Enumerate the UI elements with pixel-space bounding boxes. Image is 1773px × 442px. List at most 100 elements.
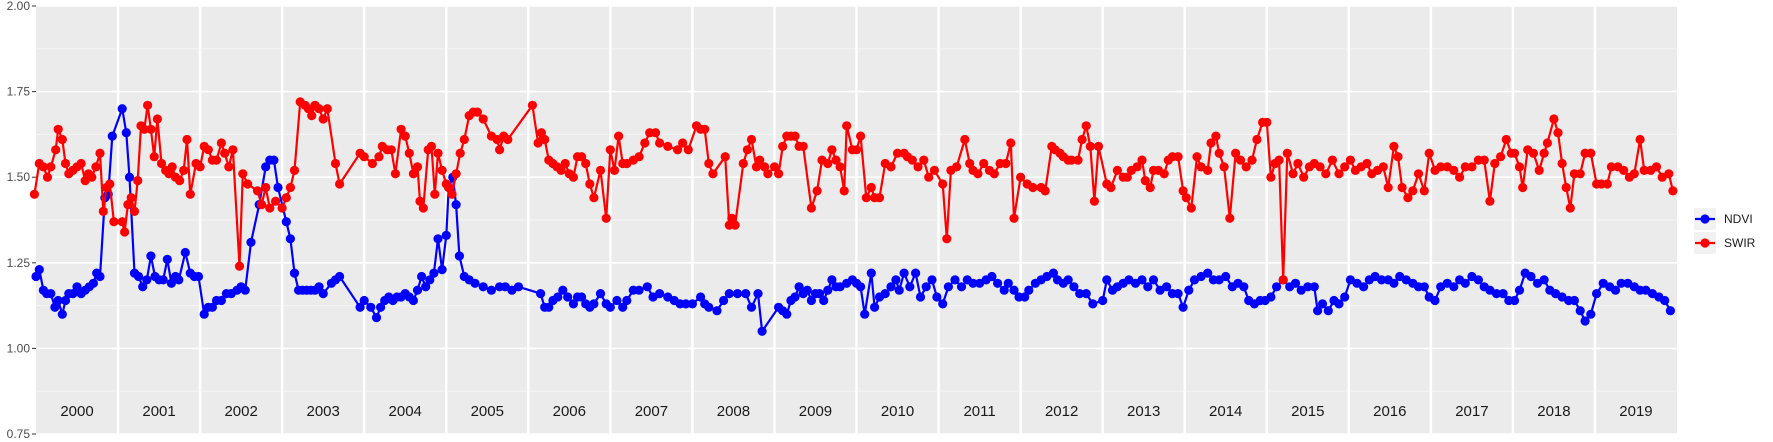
- swir-point: [1252, 134, 1262, 145]
- swir-point: [228, 145, 238, 155]
- ndvi-point: [246, 237, 256, 247]
- swir-point: [472, 107, 482, 117]
- ndvi-point: [68, 289, 78, 299]
- swir-point: [1315, 162, 1325, 172]
- ndvi-point: [335, 271, 345, 282]
- swir-point: [861, 193, 871, 203]
- ndvi-point: [802, 285, 812, 295]
- ndvi-point: [553, 292, 563, 302]
- swir-point: [42, 172, 53, 182]
- swir-point: [536, 128, 547, 138]
- swir-point: [261, 182, 271, 193]
- ndvi-point: [1063, 275, 1073, 285]
- ndvi-point: [441, 230, 451, 240]
- swir-point: [1122, 172, 1132, 182]
- swir-point: [478, 114, 488, 124]
- ndvi-point: [199, 309, 209, 319]
- swir-point: [1496, 152, 1506, 162]
- swir-point: [216, 138, 226, 148]
- y-tick-label: 1.00: [7, 341, 31, 355]
- swir-point: [1668, 186, 1678, 196]
- swir-point: [1575, 169, 1585, 179]
- swir-point: [95, 148, 105, 158]
- ndvi-point: [915, 292, 926, 302]
- swir-point: [1278, 275, 1288, 285]
- ndvi-point: [207, 302, 217, 312]
- ndvi-point: [782, 309, 792, 319]
- year-label: 2012: [1045, 403, 1078, 420]
- ndvi-point: [1221, 271, 1231, 282]
- swir-point: [942, 234, 952, 244]
- swir-point: [57, 134, 67, 145]
- swir-point: [683, 145, 693, 155]
- swir-point: [1006, 138, 1016, 148]
- year-label: 2004: [389, 403, 422, 420]
- ndvi-point: [950, 275, 960, 285]
- swir-point: [318, 114, 328, 124]
- swir-point: [91, 162, 101, 172]
- swir-point: [1389, 141, 1399, 151]
- swir-point: [1181, 193, 1191, 203]
- ndvi-point: [1266, 292, 1276, 302]
- swir-point: [1586, 148, 1596, 158]
- ndvi-point: [1075, 289, 1085, 299]
- swir-point: [1081, 121, 1091, 131]
- year-label: 2017: [1455, 403, 1488, 420]
- ndvi-point: [513, 282, 524, 292]
- swir-point: [1262, 117, 1272, 127]
- swir-point: [1282, 148, 1292, 158]
- swir-point: [1606, 162, 1616, 172]
- ndvi-point: [568, 299, 579, 309]
- swir-point: [265, 203, 275, 213]
- ndvi-point: [815, 289, 825, 299]
- ndvi-point: [240, 285, 250, 295]
- swir-point: [760, 162, 770, 172]
- swir-point: [459, 134, 469, 145]
- swir-point: [1501, 134, 1511, 145]
- swir-point: [577, 152, 587, 162]
- swir-point: [396, 124, 406, 134]
- swir-point: [143, 100, 153, 110]
- swir-point: [120, 227, 130, 237]
- swir-point: [1077, 134, 1087, 145]
- ndvi-point: [412, 285, 423, 295]
- swir-point: [589, 193, 599, 203]
- ndvi-point: [704, 302, 714, 312]
- ndvi-point: [289, 268, 300, 278]
- ndvi-point: [437, 265, 447, 275]
- swir-point: [605, 145, 615, 155]
- swir-point: [806, 203, 817, 213]
- year-label: 2008: [717, 403, 750, 420]
- ndvi-point: [433, 234, 443, 244]
- ndvi-point: [376, 302, 386, 312]
- swir-point: [1436, 162, 1446, 172]
- swir-point: [444, 182, 454, 193]
- ndvi-point: [451, 200, 461, 210]
- ndvi-point: [681, 299, 691, 309]
- swir-point: [126, 193, 136, 203]
- ndvi-point: [536, 289, 546, 299]
- swir-point: [211, 155, 222, 165]
- swir-point: [1327, 155, 1337, 165]
- legend-label: NDVI: [1724, 212, 1753, 226]
- swir-point: [359, 152, 369, 162]
- ndvi-point: [558, 285, 568, 295]
- y-tick-label: 1.75: [7, 85, 31, 99]
- swir-point: [1485, 196, 1495, 206]
- swir-point: [277, 203, 287, 213]
- swir-point: [1073, 155, 1083, 165]
- ndvi-point: [1377, 275, 1387, 285]
- year-label: 2011: [963, 403, 995, 420]
- swir-point: [704, 158, 714, 169]
- swir-point: [1192, 152, 1202, 162]
- swir-point: [1542, 138, 1552, 148]
- swir-point: [386, 145, 396, 155]
- ndvi-point: [1020, 292, 1030, 302]
- swir-point: [673, 145, 683, 155]
- swir-point: [123, 200, 133, 210]
- year-label: 2015: [1291, 403, 1324, 420]
- ndvi-point: [371, 313, 382, 323]
- swir-point: [400, 131, 410, 141]
- swir-point: [87, 172, 97, 182]
- ndvi-point: [318, 289, 328, 299]
